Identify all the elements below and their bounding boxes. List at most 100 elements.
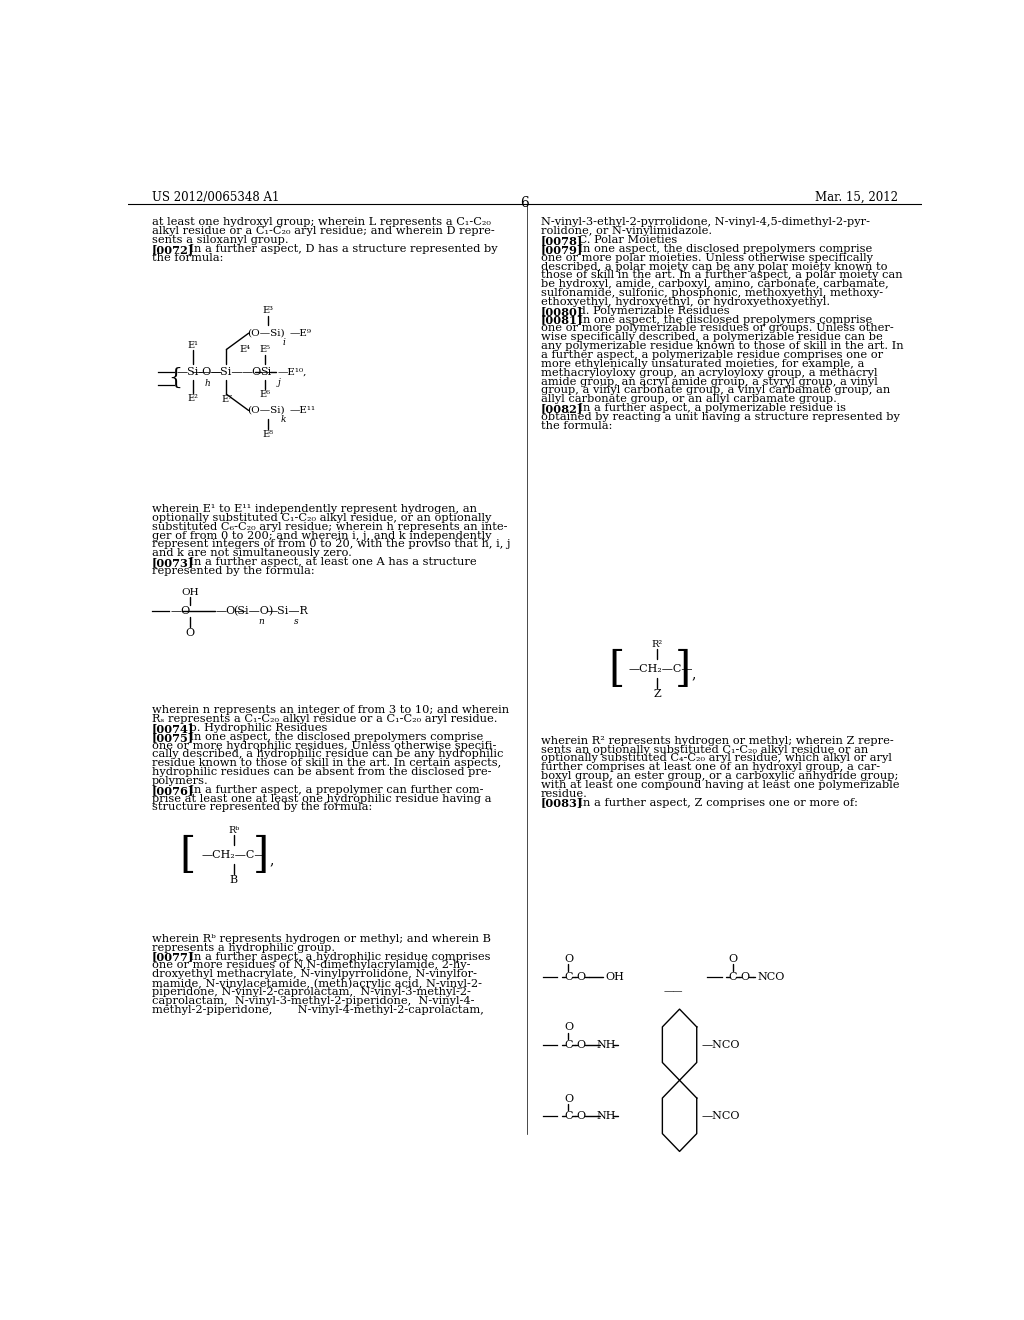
Text: and k are not simultaneously zero.: and k are not simultaneously zero. [152, 548, 351, 558]
Text: E⁷: E⁷ [221, 395, 231, 404]
Text: —CH₂—C—: —CH₂—C— [202, 850, 266, 859]
Text: [0081]: [0081] [541, 314, 583, 326]
Text: O: O [577, 1040, 586, 1049]
Text: E⁴: E⁴ [240, 345, 250, 354]
Text: —Si—R: —Si—R [266, 606, 308, 615]
Text: Si: Si [260, 367, 271, 376]
Text: O: O [577, 1111, 586, 1121]
Text: Mar. 15, 2012: Mar. 15, 2012 [815, 191, 898, 203]
Text: optionally substituted C₄-C₂₀ aryl residue, which alkyl or aryl: optionally substituted C₄-C₂₀ aryl resid… [541, 754, 892, 763]
Text: C: C [564, 972, 572, 982]
Text: (O—Si): (O—Si) [247, 329, 285, 338]
Text: ethoxyethyl, hydroxyethyl, or hydroxyethoxyethyl.: ethoxyethyl, hydroxyethyl, or hydroxyeth… [541, 297, 829, 308]
Text: —Si—: —Si— [176, 367, 210, 376]
Text: —Si—: —Si— [210, 367, 243, 376]
Text: O: O [728, 954, 737, 965]
Text: described, a polar moiety can be any polar moiety known to: described, a polar moiety can be any pol… [541, 261, 887, 272]
Text: caprolactam,  N-vinyl-3-methyl-2-piperidone,  N-vinyl-4-: caprolactam, N-vinyl-3-methyl-2-piperido… [152, 995, 474, 1006]
Text: ]: ] [252, 834, 268, 875]
Text: one or more polymerizable residues or groups. Unless other-: one or more polymerizable residues or gr… [541, 323, 893, 334]
Text: In a further aspect, D has a structure represented by: In a further aspect, D has a structure r… [175, 244, 498, 253]
Text: E⁶: E⁶ [260, 389, 271, 399]
Text: E²: E² [187, 393, 199, 403]
Text: allyl carbonate group, or an allyl carbamate group.: allyl carbonate group, or an allyl carba… [541, 395, 837, 404]
Text: [0082]: [0082] [541, 403, 583, 414]
Text: NCO: NCO [758, 972, 784, 982]
Text: wherein Rᵇ represents hydrogen or methyl; and wherein B: wherein Rᵇ represents hydrogen or methyl… [152, 935, 490, 944]
Text: wherein E¹ to E¹¹ independently represent hydrogen, an: wherein E¹ to E¹¹ independently represen… [152, 504, 477, 513]
Text: residue known to those of skill in the art. In certain aspects,: residue known to those of skill in the a… [152, 758, 501, 768]
Text: O: O [564, 1093, 573, 1104]
Text: —O—: —O— [171, 606, 202, 615]
Text: [0078]: [0078] [541, 235, 583, 246]
Text: In a further aspect, Z comprises one or more of:: In a further aspect, Z comprises one or … [564, 797, 858, 808]
Text: a further aspect, a polymerizable residue comprises one or: a further aspect, a polymerizable residu… [541, 350, 883, 360]
Text: In one aspect, the disclosed prepolymers comprise: In one aspect, the disclosed prepolymers… [175, 731, 483, 742]
Text: represented by the formula:: represented by the formula: [152, 566, 314, 576]
Text: O: O [577, 972, 586, 982]
Text: wise specifically described, a polymerizable residue can be: wise specifically described, a polymeriz… [541, 333, 883, 342]
Text: s: s [294, 618, 299, 627]
Text: h: h [205, 379, 210, 388]
Text: wherein n represents an integer of from 3 to 10; and wherein: wherein n represents an integer of from … [152, 705, 509, 715]
Text: j: j [278, 378, 281, 387]
Text: the formula:: the formula: [152, 252, 223, 263]
Text: ——: —— [664, 987, 683, 997]
Text: Rᵇ: Rᵇ [228, 826, 240, 834]
Text: In one aspect, the disclosed prepolymers comprise: In one aspect, the disclosed prepolymers… [564, 244, 872, 253]
Text: ]: ] [675, 648, 691, 689]
Text: [0077]: [0077] [152, 952, 195, 962]
Text: O: O [564, 954, 573, 965]
Text: In a further aspect, a hydrophilic residue comprises: In a further aspect, a hydrophilic resid… [175, 952, 490, 961]
Text: polymers.: polymers. [152, 776, 209, 785]
Text: (Si—O): (Si—O) [232, 606, 273, 616]
Text: alkyl residue or a C₁-C₂₀ aryl residue; and wherein D repre-: alkyl residue or a C₁-C₂₀ aryl residue; … [152, 226, 495, 236]
Text: NH: NH [597, 1040, 616, 1049]
Text: [0074]: [0074] [152, 723, 195, 734]
Text: —O—: —O— [215, 606, 247, 615]
Text: O: O [185, 628, 195, 638]
Text: obtained by reacting a unit having a structure represented by: obtained by reacting a unit having a str… [541, 412, 899, 422]
Text: b. Hydrophilic Residues: b. Hydrophilic Residues [175, 723, 328, 733]
Text: substituted C₆-C₂₀ aryl residue; wherein h represents an inte-: substituted C₆-C₂₀ aryl residue; wherein… [152, 521, 507, 532]
Text: In a further aspect, a polymerizable residue is: In a further aspect, a polymerizable res… [564, 403, 846, 413]
Text: sulfonamide, sulfonic, phosphonic, methoxyethyl, methoxy-: sulfonamide, sulfonic, phosphonic, metho… [541, 288, 883, 298]
Text: —NCO: —NCO [701, 1111, 740, 1121]
Text: at least one hydroxyl group; wherein L represents a C₁-C₂₀: at least one hydroxyl group; wherein L r… [152, 218, 490, 227]
Text: sents an optionally substituted C₁-C₂₀ alkyl residue or an: sents an optionally substituted C₁-C₂₀ a… [541, 744, 868, 755]
Text: In a further aspect, a prepolymer can further com-: In a further aspect, a prepolymer can fu… [175, 785, 484, 795]
Text: i: i [282, 338, 285, 347]
Text: piperidone, N-vinyl-2-caprolactam,  N-vinyl-3-methyl-2-: piperidone, N-vinyl-2-caprolactam, N-vin… [152, 987, 471, 997]
Text: US 2012/0065348 A1: US 2012/0065348 A1 [152, 191, 280, 203]
Text: [0079]: [0079] [541, 244, 583, 255]
Text: [0073]: [0073] [152, 557, 195, 568]
Text: ,: , [691, 668, 696, 681]
Text: [: [ [608, 648, 625, 689]
Text: B: B [229, 875, 238, 884]
Text: —E¹⁰,: —E¹⁰, [278, 367, 306, 376]
Text: In a further aspect, at least one A has a structure: In a further aspect, at least one A has … [175, 557, 477, 568]
Text: C. Polar Moieties: C. Polar Moieties [564, 235, 678, 246]
Text: NH: NH [597, 1111, 616, 1121]
Text: C: C [564, 1111, 572, 1121]
Text: OH: OH [181, 587, 199, 597]
Text: one or more polar moieties. Unless otherwise specifically: one or more polar moieties. Unless other… [541, 252, 872, 263]
Text: methyl-2-piperidone,       N-vinyl-4-methyl-2-caprolactam,: methyl-2-piperidone, N-vinyl-4-methyl-2-… [152, 1005, 483, 1015]
Text: O: O [740, 972, 750, 982]
Text: C: C [564, 1040, 572, 1049]
Text: [0080]: [0080] [541, 306, 583, 317]
Text: further comprises at least one of an hydroxyl group, a car-: further comprises at least one of an hyd… [541, 762, 880, 772]
Text: —CH₂—C—: —CH₂—C— [629, 664, 693, 673]
Text: any polymerizable residue known to those of skill in the art. In: any polymerizable residue known to those… [541, 341, 903, 351]
Text: OH: OH [605, 972, 624, 982]
Text: optionally substituted C₁-C₂₀ alkyl residue, or an optionally: optionally substituted C₁-C₂₀ alkyl resi… [152, 512, 492, 523]
Text: represent integers of from 0 to 20, with the proviso that h, i, j: represent integers of from 0 to 20, with… [152, 540, 510, 549]
Text: —NCO: —NCO [701, 1040, 740, 1049]
Text: O: O [564, 1023, 573, 1032]
Text: E⁵: E⁵ [260, 345, 270, 354]
Text: In one aspect, the disclosed prepolymers comprise: In one aspect, the disclosed prepolymers… [564, 314, 872, 325]
Text: one or more residues of N,N-dimethylacrylamide, 2-hy-: one or more residues of N,N-dimethylacry… [152, 961, 470, 970]
Text: with at least one compound having at least one polymerizable: with at least one compound having at lea… [541, 780, 899, 789]
Text: be hydroxyl, amide, carboxyl, amino, carbonate, carbamate,: be hydroxyl, amide, carboxyl, amino, car… [541, 280, 889, 289]
Text: n: n [258, 618, 264, 627]
